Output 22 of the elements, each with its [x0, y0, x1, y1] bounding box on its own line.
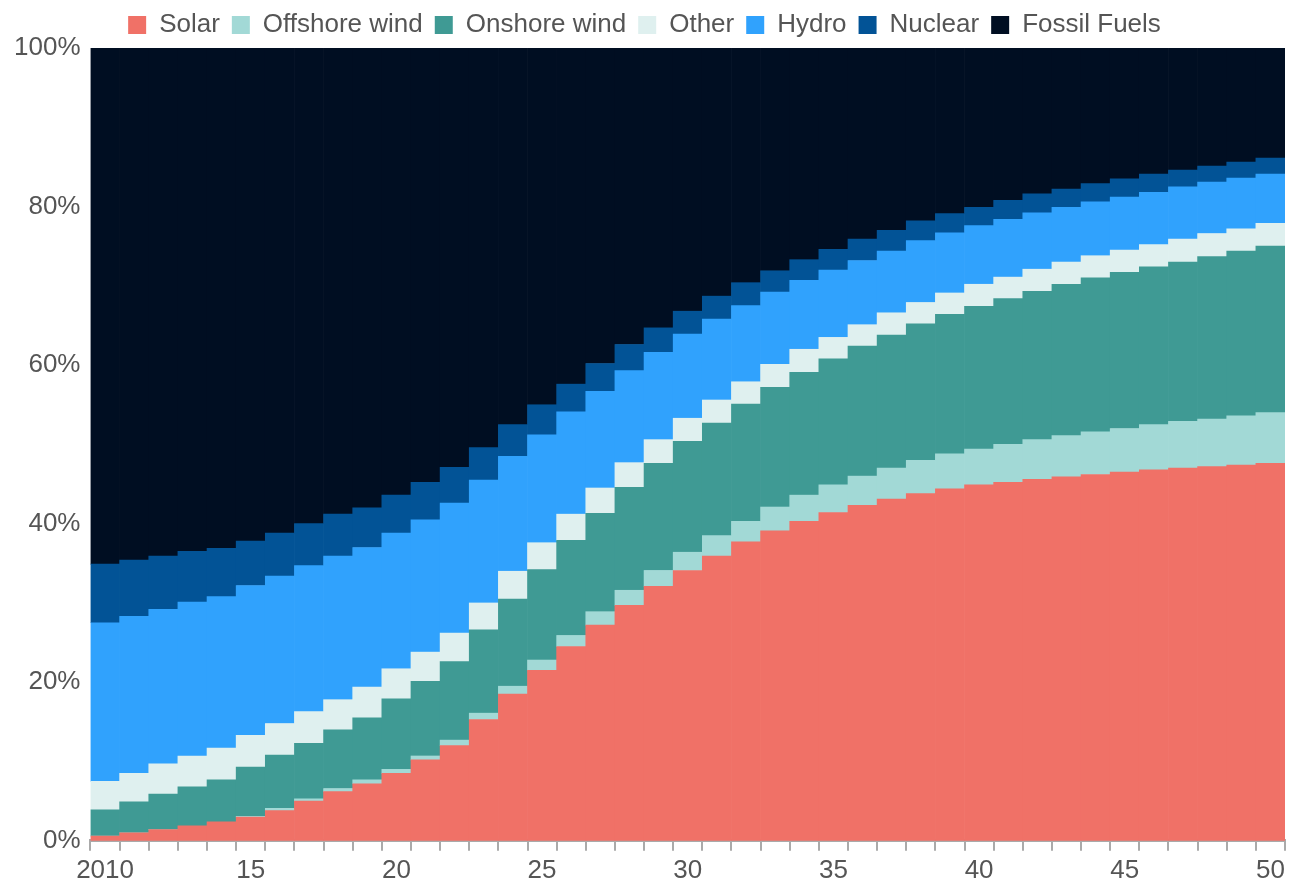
legend-label: Hydro: [777, 8, 847, 39]
y-tick-label: 20%: [28, 665, 81, 696]
legend-label: Offshore wind: [262, 8, 423, 39]
y-tick-label: 80%: [28, 189, 81, 220]
x-tick-label: 15: [236, 853, 266, 884]
x-tick-label: 2010: [76, 853, 134, 884]
legend-label: Fossil Fuels: [1022, 8, 1161, 39]
y-tick-label: 0%: [42, 823, 81, 854]
y-tick-label: 40%: [28, 506, 81, 537]
legend-label: Other: [669, 8, 735, 39]
y-tick-label: 100%: [14, 31, 81, 62]
legend-label: Nuclear: [889, 8, 980, 39]
legend-label: Solar: [159, 8, 221, 39]
x-tick-label: 20: [381, 853, 411, 884]
x-tick-label: 30: [673, 853, 703, 884]
x-tick-label: 35: [818, 853, 848, 884]
x-tick-label: 40: [964, 853, 994, 884]
x-tick-label: 45: [1110, 853, 1140, 884]
y-tick-label: 60%: [28, 348, 81, 379]
x-tick-label: 25: [527, 853, 557, 884]
legend-label: Onshore wind: [465, 8, 627, 39]
x-tick-label: 50: [1255, 853, 1285, 884]
